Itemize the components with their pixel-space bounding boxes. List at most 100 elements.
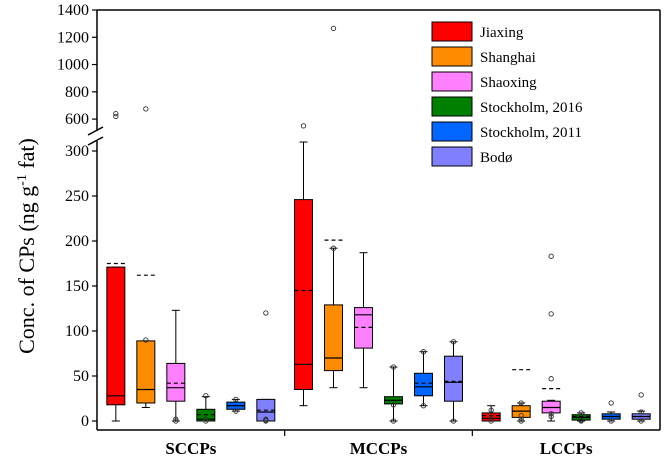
outlier-point: [518, 418, 524, 424]
outlier-point: [608, 400, 614, 406]
outlier-point: [488, 407, 494, 413]
outlier-point: [113, 113, 119, 120]
box-Stockholm, 2011-MCCPs: [414, 349, 433, 409]
outlier-point: [330, 245, 337, 251]
outlier-point: [450, 418, 457, 424]
outlier-point: [203, 393, 209, 399]
outlier-point: [548, 376, 554, 382]
box-Stockholm, 2011-LCCPs: [601, 400, 621, 424]
legend-swatch: [431, 96, 473, 117]
outlier-point: [518, 412, 524, 419]
category-label: MCCPs: [350, 439, 408, 458]
outlier-point: [548, 311, 554, 317]
outlier-point: [548, 411, 554, 417]
outlier-point: [518, 416, 524, 422]
y-axis-title: Conc. of CPs (ng g-1 fat): [14, 138, 39, 354]
box-Jiaxing-SCCPs: [106, 110, 126, 422]
outlier-point: [420, 403, 427, 409]
legend-label: Jiaxing: [480, 25, 524, 41]
legend-swatch: [431, 121, 473, 142]
y-tick-label: 1000: [57, 57, 89, 74]
outlier-point: [578, 410, 584, 416]
box-body: [166, 362, 186, 402]
category-label: SCCPs: [165, 439, 216, 458]
outlier-point: [638, 409, 644, 415]
box-Stockholm, 2016-LCCPs: [571, 410, 591, 424]
legend-swatch: [431, 71, 473, 92]
y-tick-label: 800: [65, 84, 89, 101]
outlier-point: [233, 408, 239, 414]
box-Jiaxing-LCCPs: [481, 405, 501, 424]
axis-break-gap: [89, 131, 105, 141]
y-tick-label: 100: [65, 323, 89, 340]
outlier-point: [300, 123, 307, 129]
y-tick-label: 300: [65, 143, 89, 160]
y-tick-label: 200: [65, 233, 89, 250]
box-Stockholm, 2016-SCCPs: [196, 393, 216, 424]
box-Shaoxing-MCCPs: [354, 252, 373, 389]
box-Shaoxing-SCCPs: [166, 309, 186, 424]
outlier-point: [450, 339, 457, 345]
outlier-point: [488, 418, 494, 424]
y-tick-label: 600: [65, 111, 89, 128]
outlier-point: [143, 337, 149, 343]
outlier-point: [578, 417, 584, 423]
outlier-point: [638, 418, 644, 424]
legend-label: Shanghai: [480, 50, 536, 66]
outlier-point: [608, 418, 614, 424]
outlier-point: [518, 400, 524, 406]
y-tick-label: 1200: [57, 29, 89, 46]
y-tick-label: 1400: [57, 2, 89, 19]
box-body: [324, 304, 343, 372]
outlier-point: [263, 416, 269, 422]
box-Shanghai-SCCPs: [136, 106, 156, 408]
legend-swatch: [431, 21, 473, 42]
legend-label: Stockholm, 2011: [480, 125, 582, 141]
box-body: [444, 355, 463, 402]
box-body: [414, 372, 433, 397]
y-tick-label: 0: [81, 413, 89, 430]
outlier-point: [233, 396, 239, 403]
box-body: [106, 266, 126, 406]
legend-label: Bodø: [480, 150, 513, 166]
box-Bodø-LCCPs: [631, 392, 651, 424]
box-Jiaxing-MCCPs: [294, 123, 313, 407]
box-Shanghai-MCCPs: [324, 25, 343, 389]
box-Bodø-SCCPs: [256, 310, 276, 424]
box-Shanghai-LCCPs: [511, 369, 531, 424]
outlier-point: [330, 25, 337, 32]
y-tick-label: 50: [73, 368, 89, 385]
outlier-point: [488, 411, 494, 417]
box-Shaoxing-LCCPs: [541, 253, 561, 422]
y-tick-label: 250: [65, 188, 89, 205]
outlier-point: [113, 110, 119, 117]
outlier-point: [548, 413, 554, 420]
legend-swatch: [431, 146, 473, 167]
box-Stockholm, 2016-MCCPs: [384, 364, 403, 424]
outlier-point: [203, 418, 209, 424]
outlier-point: [488, 416, 494, 422]
box-body: [294, 199, 313, 390]
outlier-point: [143, 106, 149, 112]
outlier-point: [173, 416, 179, 422]
legend-label: Stockholm, 2016: [480, 100, 583, 116]
outlier-point: [263, 310, 269, 316]
outlier-point: [390, 364, 397, 370]
outlier-point: [638, 392, 644, 398]
outlier-point: [548, 253, 554, 259]
legend-swatch: [431, 46, 473, 67]
outlier-point: [173, 418, 179, 424]
box-Stockholm, 2011-SCCPs: [226, 396, 246, 414]
axis-break-mark: [87, 126, 104, 136]
outlier-point: [203, 416, 209, 422]
category-label: LCCPs: [540, 439, 593, 458]
box-body: [136, 340, 156, 404]
outlier-point: [390, 418, 397, 424]
legend-label: Shaoxing: [480, 75, 537, 91]
axis-break-mark: [87, 136, 104, 146]
outlier-point: [390, 402, 397, 408]
outlier-point: [420, 349, 427, 355]
box-Bodø-MCCPs: [444, 339, 463, 424]
